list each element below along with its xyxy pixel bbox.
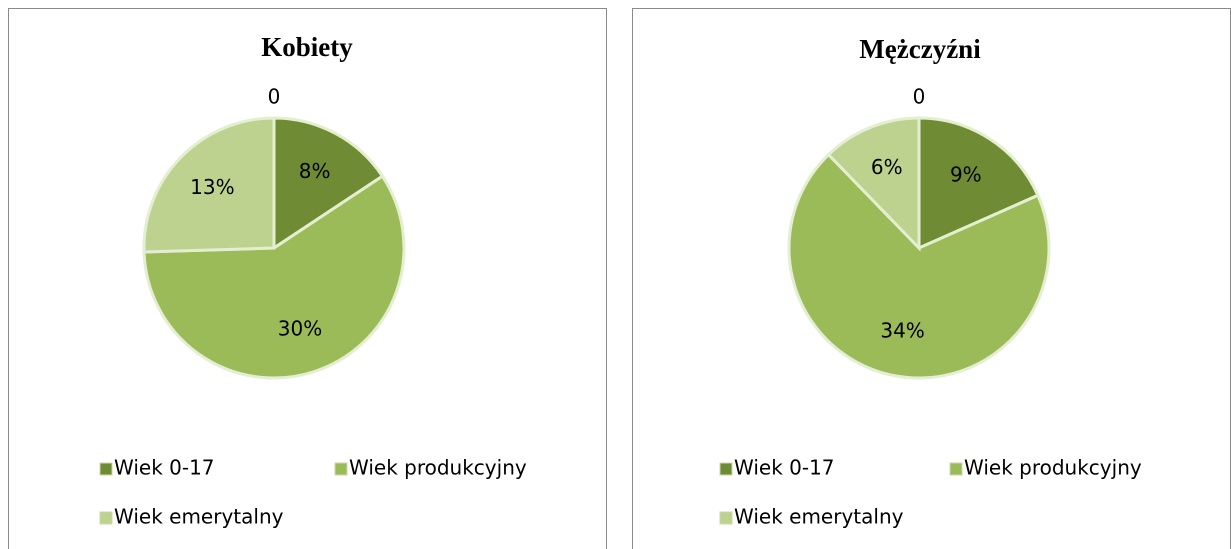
pie-slice: [787, 152, 1051, 380]
data-label: 9%: [950, 163, 982, 187]
data-label: 34%: [880, 319, 924, 343]
legend-swatch: [334, 462, 348, 476]
legend-swatch: [99, 511, 113, 525]
pie-slice: [917, 116, 1040, 251]
legend-label: Wiek produkcyjny: [349, 456, 527, 480]
legend-label: Wiek produkcyjny: [964, 456, 1142, 480]
data-label: 30%: [278, 316, 322, 340]
pie-slice: [272, 116, 385, 251]
legend-label: Wiek 0-17: [734, 456, 835, 480]
pie-slice: [826, 116, 921, 252]
legend-label: Wiek emerytalny: [734, 505, 904, 529]
legend-label: Wiek 0-17: [114, 456, 215, 480]
data-label: 8%: [299, 159, 331, 183]
chart-title: Kobiety: [261, 32, 353, 62]
legend-swatch: [719, 462, 733, 476]
data-label: 6%: [871, 155, 903, 179]
legend-label: Wiek emerytalny: [114, 505, 284, 529]
legend-swatch: [949, 462, 963, 476]
data-label: 13%: [190, 175, 234, 199]
legend-swatch: [719, 511, 733, 525]
data-label: 0: [913, 85, 926, 109]
data-label: 0: [268, 85, 281, 109]
pie-slice: [142, 174, 406, 380]
legend-swatch: [99, 462, 113, 476]
chart-title: Mężczyźni: [859, 34, 981, 64]
pie-slice: [142, 116, 276, 254]
